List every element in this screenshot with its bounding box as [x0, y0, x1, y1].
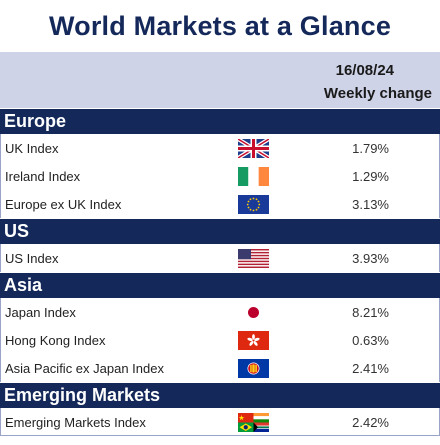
hong-kong-flag-icon	[238, 331, 269, 350]
table-row: Hong Kong Index 0.63%	[0, 326, 440, 354]
emerging-markets-flag-icon	[238, 413, 269, 432]
weekly-change-value: 0.63%	[352, 333, 389, 348]
table-row: Emerging Markets Index 2.42%	[0, 408, 440, 436]
index-name: Ireland Index	[5, 169, 81, 184]
weekly-change-header: Weekly change	[323, 85, 432, 102]
us-flag-icon	[238, 249, 269, 268]
table-row: US Index 3.93%	[0, 244, 440, 272]
weekly-change-value: 1.29%	[352, 169, 389, 184]
weekly-change-value: 8.21%	[352, 305, 389, 320]
index-name: Hong Kong Index	[5, 333, 106, 348]
table-row: Asia Pacific ex Japan Index 2.41%	[0, 354, 440, 382]
section-emerging-markets: Emerging Markets Emerging Markets Index …	[0, 382, 440, 436]
index-name: US Index	[5, 251, 59, 266]
uk-flag-icon	[238, 139, 269, 158]
index-name: Japan Index	[5, 305, 76, 320]
index-name: Asia Pacific ex Japan Index	[5, 361, 164, 376]
weekly-change-value: 1.79%	[352, 141, 389, 156]
weekly-change-value: 3.93%	[352, 251, 389, 266]
index-name: Emerging Markets Index	[5, 415, 146, 430]
section-header-emerging-markets: Emerging Markets	[0, 382, 440, 408]
weekly-change-value: 2.42%	[352, 415, 389, 430]
eu-flag-icon	[238, 195, 269, 214]
table-row: Ireland Index 1.29%	[0, 162, 440, 190]
section-europe: Europe UK Index 1.79% Ireland Index 1.29…	[0, 108, 440, 218]
section-header-asia: Asia	[0, 272, 440, 298]
table-row: Japan Index 8.21%	[0, 298, 440, 326]
index-name: Europe ex UK Index	[5, 197, 122, 212]
date-header: 16/08/24 Weekly change	[0, 52, 440, 108]
weekly-change-value: 2.41%	[352, 361, 389, 376]
weekly-change-value: 3.13%	[352, 197, 389, 212]
index-name: UK Index	[5, 141, 59, 156]
report-date: 16/08/24	[335, 62, 394, 79]
table-row: Europe ex UK Index 3.13%	[0, 190, 440, 218]
ireland-flag-icon	[238, 167, 269, 186]
japan-flag-icon	[238, 303, 269, 322]
section-asia: Asia Japan Index 8.21% Hong Kong Index 0…	[0, 272, 440, 382]
section-header-europe: Europe	[0, 108, 440, 134]
table-row: UK Index 1.79%	[0, 134, 440, 162]
page-title: World Markets at a Glance	[48, 10, 392, 41]
section-header-us: US	[0, 218, 440, 244]
asean-flag-icon	[238, 359, 269, 378]
section-us: US US Index 3.93%	[0, 218, 440, 272]
